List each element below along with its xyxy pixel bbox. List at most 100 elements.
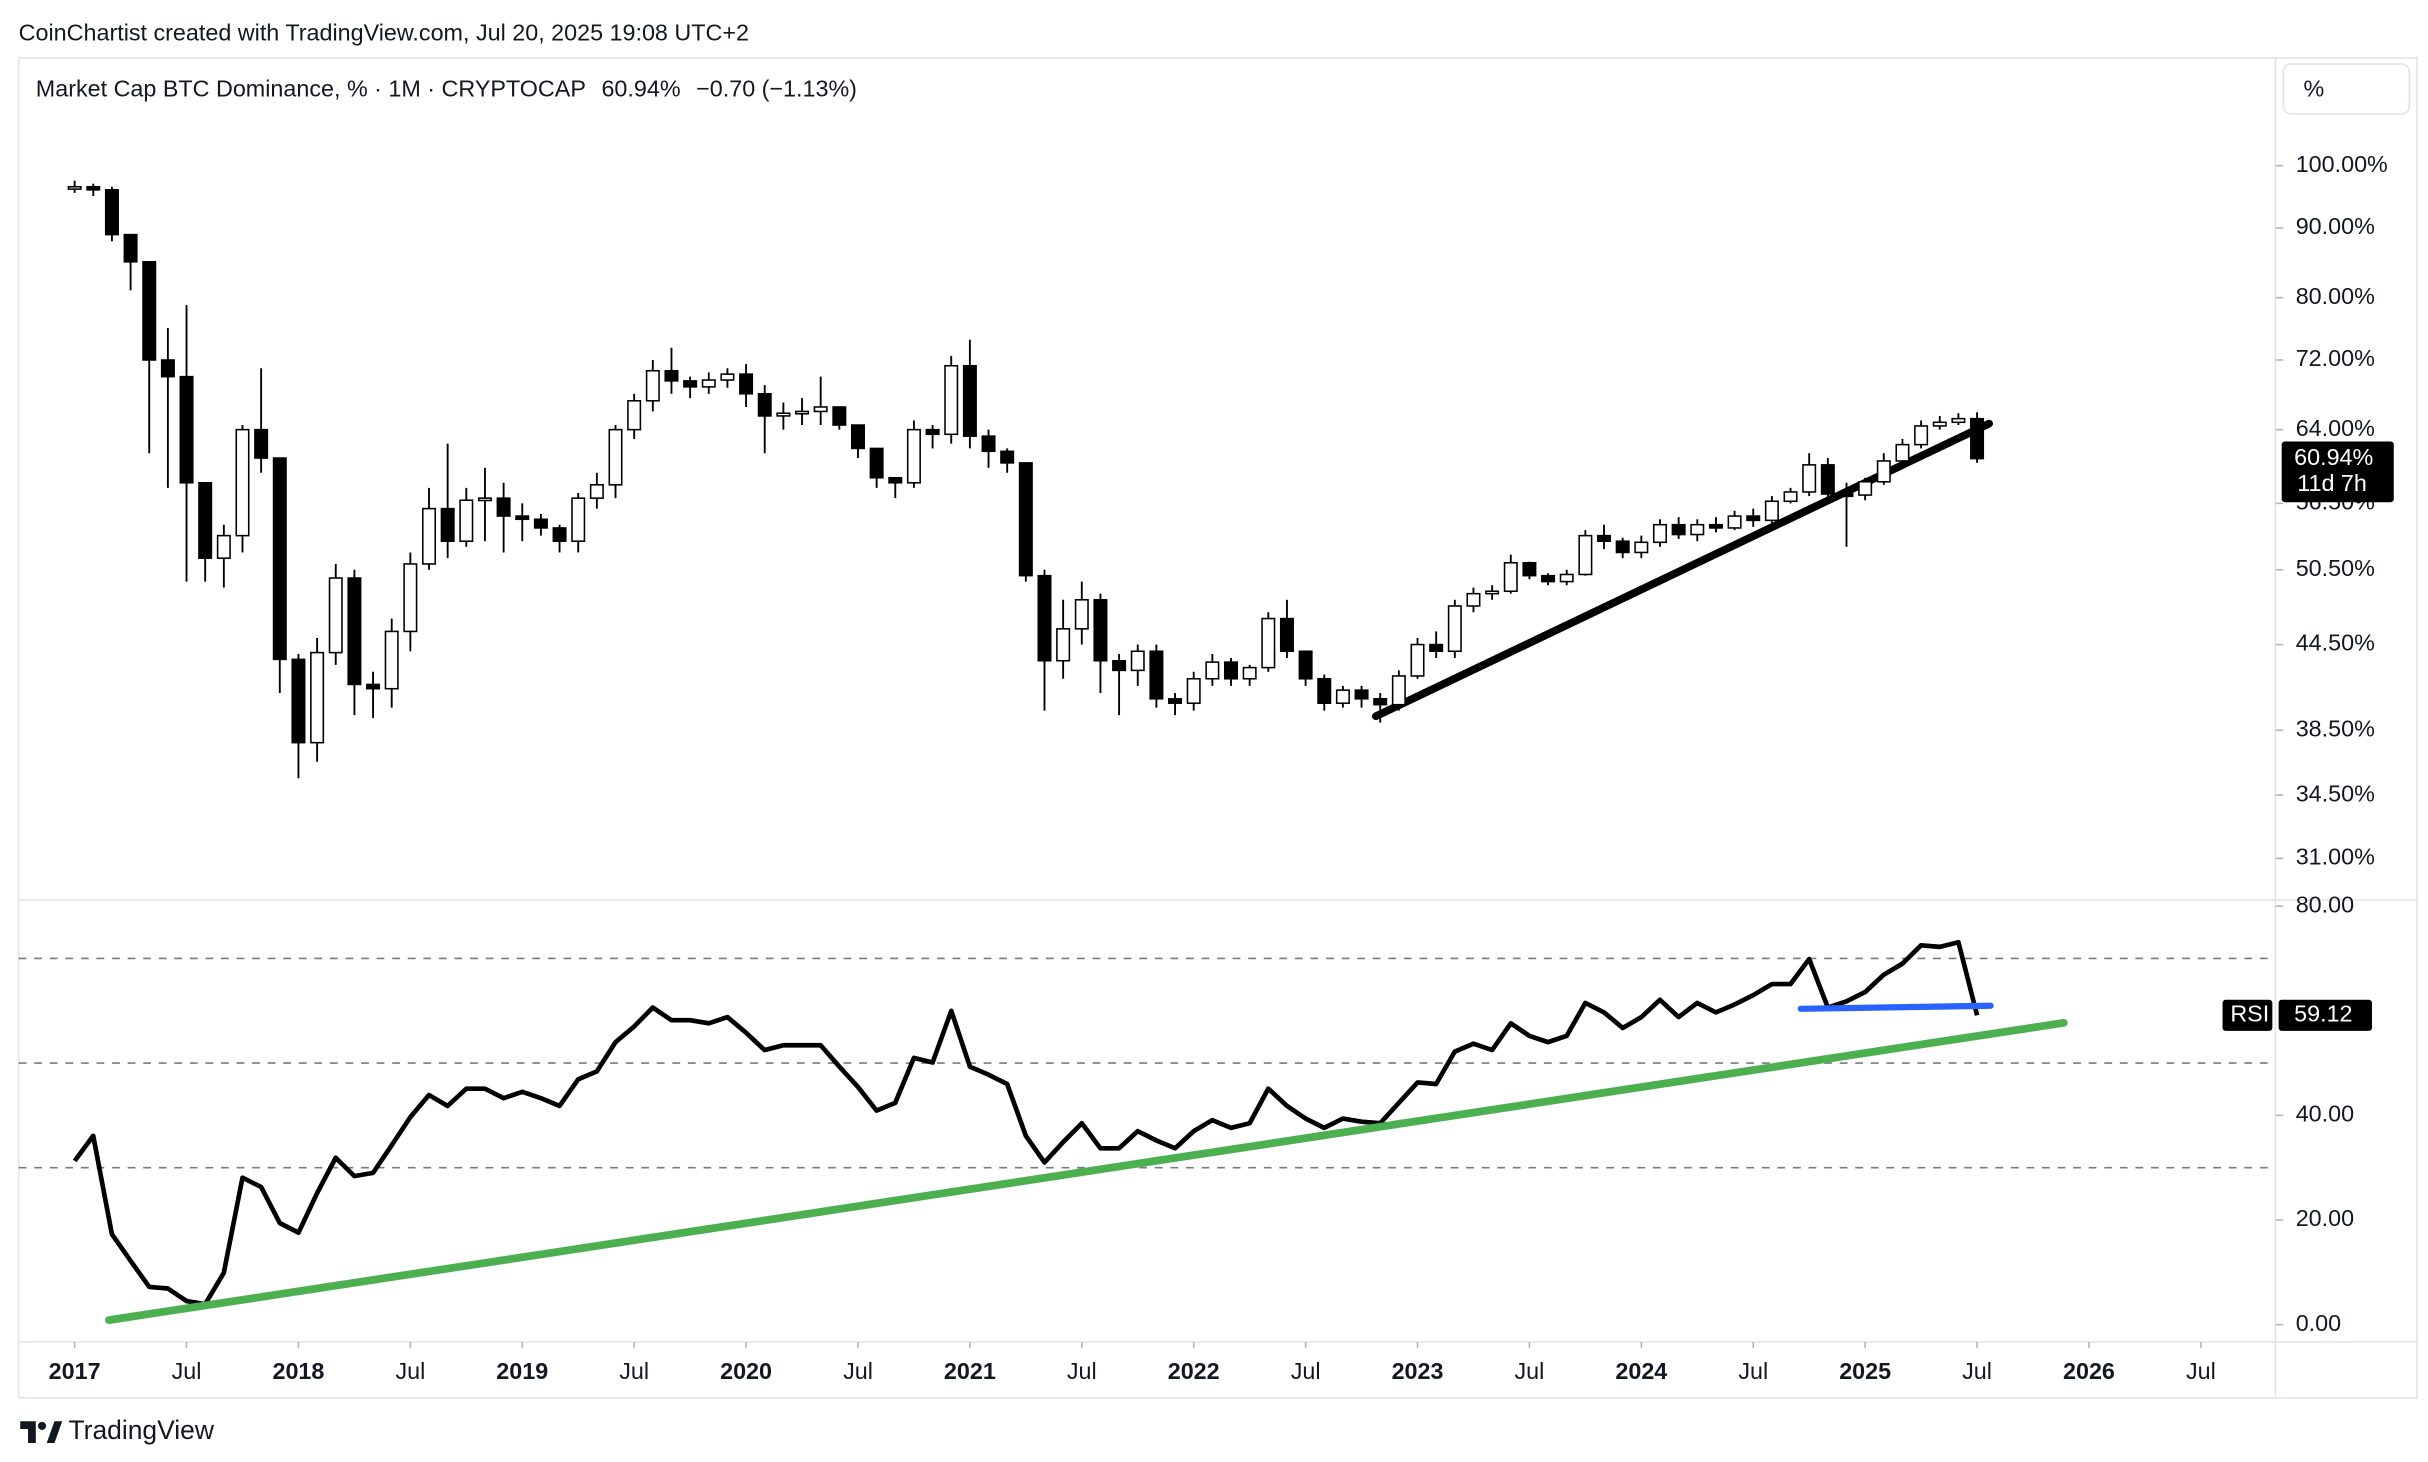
candle-body: [1242, 666, 1257, 680]
candle-body: [1559, 573, 1574, 583]
candle-body: [1018, 462, 1033, 577]
candle-body: [515, 515, 530, 521]
candle-body: [925, 428, 940, 436]
candle-body: [477, 497, 492, 502]
x-tick-label: 2022: [1168, 1358, 1220, 1384]
candle-body: [1746, 515, 1761, 522]
candle-body: [1690, 523, 1705, 536]
series-name: RSI: [2230, 1001, 2269, 1027]
candle-body: [310, 651, 325, 744]
last-value-badge: [2278, 999, 2372, 1031]
candle-body: [1112, 659, 1127, 672]
x-tick-label: Jul: [1738, 1358, 1768, 1384]
candle-body: [1839, 493, 1854, 498]
candle-body: [1858, 481, 1873, 496]
candle-body: [1578, 534, 1593, 576]
scale-button[interactable]: [2282, 63, 2411, 115]
candle-body: [1056, 628, 1071, 662]
candle-body: [1802, 464, 1817, 493]
candle-body: [757, 393, 772, 417]
candle-body: [813, 406, 828, 413]
candle-body: [1429, 643, 1444, 653]
candle-body: [1261, 617, 1276, 669]
candle-body: [1037, 574, 1052, 662]
x-tick-label: Jul: [2186, 1358, 2216, 1384]
candle-body: [1541, 574, 1556, 583]
y-tick-label: 64.00%: [2296, 415, 2375, 441]
scale-button-label[interactable]: %: [2303, 76, 2324, 102]
candle-body: [664, 369, 679, 382]
candle-body: [1951, 417, 1966, 424]
x-tick-label: Jul: [1962, 1358, 1992, 1384]
x-tick-label: 2023: [1392, 1358, 1444, 1384]
candle-body: [403, 563, 418, 633]
x-tick-label: Jul: [843, 1358, 873, 1384]
candle-body: [142, 261, 157, 361]
y-tick-label: 34.50%: [2296, 780, 2375, 806]
legend: Market Cap BTC Dominance, % · 1M · CRYPT…: [36, 76, 857, 102]
rsi-pane: [18, 939, 2276, 1307]
x-tick-label: 2019: [496, 1358, 548, 1384]
attribution: CoinChartist created with TradingView.co…: [19, 20, 749, 46]
last-value: 60.94%: [601, 76, 680, 102]
rsi-line: [72, 939, 1980, 1307]
candle-body: [1205, 661, 1220, 680]
y-tick-label: 40.00: [2296, 1101, 2354, 1127]
candle-body: [1820, 464, 1835, 495]
candle-body: [1466, 592, 1481, 607]
x-tick-label: Jul: [1291, 1358, 1321, 1384]
candle-body: [1279, 617, 1294, 653]
candle-body: [1634, 541, 1649, 554]
x-tick-label: 2020: [720, 1358, 772, 1384]
candle-body: [1149, 650, 1164, 700]
y-tick-label: 44.50%: [2296, 630, 2375, 656]
candle-body: [67, 185, 82, 190]
x-tick-label: Jul: [395, 1358, 425, 1384]
candle-body: [981, 435, 996, 453]
countdown-label: 11d 7h: [2297, 470, 2367, 496]
candle-body: [1522, 561, 1537, 577]
x-tick-label: 2025: [1839, 1358, 1891, 1384]
change: −0.70 (−1.13%): [696, 76, 857, 102]
candle-body: [1727, 515, 1742, 529]
rsi-trendline: [105, 1018, 2068, 1324]
candle-body: [1503, 561, 1518, 593]
candle-body: [1093, 599, 1108, 662]
candle-body: [1914, 425, 1929, 446]
candle-body: [421, 507, 437, 565]
last-price-badge: [2281, 441, 2394, 503]
candle-body: [1298, 650, 1313, 680]
y-tick-label: 90.00%: [2296, 213, 2375, 239]
candle-body: [272, 457, 287, 661]
candle-body: [179, 375, 194, 484]
symbol: Market Cap BTC Dominance, % · 1M · CRYPT…: [36, 76, 586, 102]
candle-body: [1485, 590, 1500, 595]
candle-body: [739, 373, 754, 395]
candle-body: [160, 359, 175, 378]
candle-body: [104, 189, 119, 236]
candle-body: [1876, 460, 1891, 483]
x-tick-label: 2017: [49, 1358, 101, 1384]
candle-body: [328, 577, 343, 654]
candle-body: [608, 428, 623, 486]
candle-body: [1130, 650, 1145, 672]
y-tick-label: 0.00: [2296, 1310, 2341, 1336]
x-tick-label: Jul: [1515, 1358, 1545, 1384]
candle-body: [701, 379, 716, 388]
candle-body: [962, 364, 977, 437]
candle-body: [888, 476, 903, 484]
candle-body: [366, 683, 381, 690]
axis-labels: 100.00%90.00%80.00%72.00%64.00%56.50%50.…: [49, 151, 2394, 1384]
brand-logo: [20, 1421, 63, 1444]
candles: [67, 180, 1985, 779]
candle-body: [459, 499, 474, 542]
y-tick-label: 80.00%: [2296, 283, 2375, 309]
candle-body: [850, 424, 865, 450]
candle-body: [384, 630, 399, 690]
candle-body: [645, 369, 660, 402]
candle-body: [1764, 500, 1779, 522]
candle-body: [1373, 698, 1388, 706]
candle-body: [1597, 534, 1612, 542]
candle-body: [776, 412, 791, 417]
candle-body: [1317, 677, 1332, 704]
